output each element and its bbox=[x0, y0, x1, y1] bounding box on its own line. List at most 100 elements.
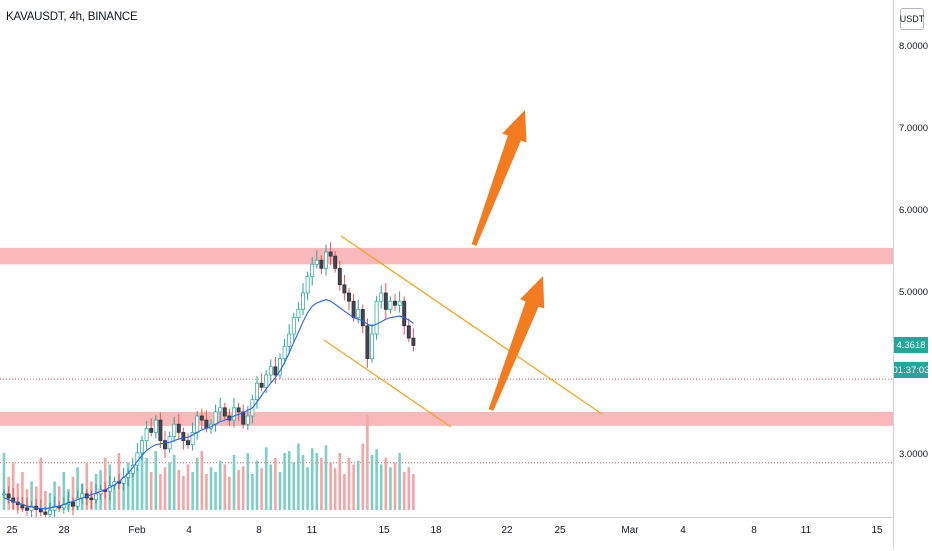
candle-body bbox=[43, 511, 48, 515]
candle-body bbox=[158, 419, 163, 441]
volume-bar bbox=[85, 462, 89, 510]
currency-button[interactable]: USDT bbox=[900, 8, 924, 30]
volume-bar bbox=[209, 467, 213, 510]
candle-body bbox=[291, 317, 296, 335]
time-label: 25 bbox=[6, 525, 18, 536]
volume-bar bbox=[287, 451, 291, 510]
volume-bar bbox=[205, 473, 208, 510]
candle-body bbox=[305, 276, 310, 294]
bullish-arrow-lower bbox=[488, 276, 545, 411]
volume-bar bbox=[343, 473, 346, 510]
volume-bar bbox=[361, 443, 365, 510]
volume-bar bbox=[71, 476, 75, 510]
volume-bar bbox=[402, 472, 406, 510]
volume-bar bbox=[76, 467, 79, 510]
volume-bar bbox=[398, 453, 401, 510]
candle-body bbox=[190, 432, 195, 446]
volume-bar bbox=[21, 472, 24, 510]
volume-bar bbox=[283, 453, 286, 510]
volume-bar bbox=[122, 476, 125, 510]
volume-bar bbox=[140, 443, 144, 510]
candle-body bbox=[333, 255, 338, 269]
volume-bar bbox=[375, 449, 378, 510]
volume-bar bbox=[412, 473, 415, 510]
volume-bar bbox=[347, 457, 351, 510]
volume-bar bbox=[200, 451, 204, 510]
candle-body bbox=[213, 411, 218, 425]
candle-body bbox=[397, 300, 402, 306]
volume-bar bbox=[379, 464, 383, 510]
price-tick-3: 3.0000 bbox=[899, 449, 929, 460]
volume-bar bbox=[251, 473, 254, 510]
candle-body bbox=[195, 415, 200, 433]
candle-body bbox=[319, 259, 324, 269]
volume-bar bbox=[310, 448, 314, 510]
volume-bar bbox=[53, 481, 56, 510]
zone-layer bbox=[0, 247, 893, 464]
candle-body bbox=[264, 374, 269, 388]
candle-body bbox=[153, 419, 158, 433]
time-label: 28 bbox=[58, 525, 70, 536]
volume-bar bbox=[241, 466, 245, 510]
candle-body bbox=[365, 325, 370, 359]
volume-bar bbox=[237, 470, 240, 510]
volume-bar bbox=[278, 472, 282, 510]
volume-bar bbox=[159, 473, 162, 510]
volume-bar bbox=[232, 454, 236, 510]
time-label: 4 bbox=[680, 525, 686, 536]
time-label: 18 bbox=[430, 525, 442, 536]
candle-body bbox=[411, 337, 416, 346]
candle-body bbox=[29, 505, 34, 511]
candle-body bbox=[310, 263, 315, 277]
volume-bar bbox=[352, 464, 355, 510]
candle-body bbox=[25, 507, 29, 511]
volume-bar bbox=[218, 460, 222, 510]
last-price-badge: 4.3618 bbox=[894, 337, 928, 353]
candle-body bbox=[236, 407, 241, 413]
volume-bar bbox=[145, 457, 148, 510]
candle-body bbox=[259, 382, 264, 388]
candle-body bbox=[172, 423, 177, 437]
time-label: 15 bbox=[378, 525, 390, 536]
volume-bar bbox=[214, 472, 217, 510]
candle-body bbox=[370, 333, 374, 359]
volume-bar bbox=[16, 483, 20, 510]
candle-body bbox=[301, 292, 305, 310]
volume-bar bbox=[301, 454, 305, 510]
volume-bar bbox=[384, 457, 388, 510]
volume-bar bbox=[269, 464, 273, 510]
price-tick-8: 8.0000 bbox=[899, 41, 929, 52]
time-axis[interactable] bbox=[0, 517, 893, 551]
candle-body bbox=[402, 300, 407, 327]
candle-body bbox=[337, 268, 342, 286]
candle-body bbox=[347, 292, 351, 302]
candle-body bbox=[356, 309, 361, 318]
price-tick-6: 6.0000 bbox=[899, 205, 929, 216]
volume-bar bbox=[223, 464, 227, 510]
volume-bar bbox=[292, 462, 296, 510]
volume-bar bbox=[30, 481, 33, 510]
time-label: 22 bbox=[501, 525, 513, 536]
price-scale[interactable] bbox=[893, 0, 932, 550]
candle-body bbox=[379, 292, 384, 302]
volume-bar bbox=[191, 472, 194, 510]
volume-bar bbox=[182, 475, 185, 510]
volume-bar bbox=[246, 453, 250, 510]
candle-body bbox=[204, 419, 209, 429]
candle-body bbox=[75, 497, 80, 507]
volume-layer bbox=[2, 415, 415, 510]
symbol-title: KAVAUSDT, 4h, BINANCE bbox=[6, 11, 138, 23]
candle-body bbox=[245, 415, 250, 425]
moving-average-line bbox=[3, 298, 414, 510]
volume-bar bbox=[393, 462, 397, 510]
volume-bar bbox=[2, 453, 6, 510]
candle-body bbox=[186, 440, 190, 446]
price-tick-7: 7.0000 bbox=[899, 123, 929, 134]
candle-body bbox=[2, 493, 6, 496]
candle-body bbox=[268, 366, 273, 376]
candle-body bbox=[6, 493, 11, 499]
candle-body bbox=[282, 345, 287, 359]
candle-body bbox=[273, 366, 278, 376]
time-label: 25 bbox=[554, 525, 566, 536]
